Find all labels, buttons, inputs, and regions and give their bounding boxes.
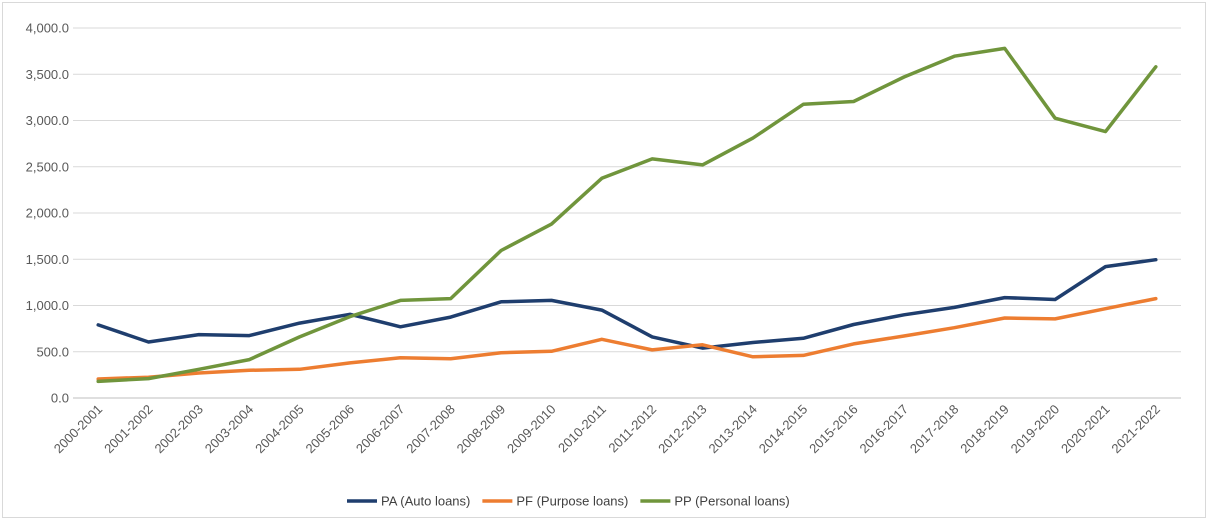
legend-item: PP (Personal loans) (640, 494, 789, 509)
x-tick-label: 2002-2003 (151, 402, 206, 457)
x-tick-label: 2003-2004 (202, 402, 257, 457)
x-tick-label: 2012-2013 (655, 402, 710, 457)
series-line-1 (98, 260, 1156, 348)
gridlines (73, 28, 1181, 398)
x-axis-tick-labels: 2000-20012001-20022002-20032003-20042004… (51, 402, 1163, 457)
x-tick-label: 2010-2011 (555, 402, 609, 456)
legend-label: PA (Auto loans) (381, 494, 470, 509)
x-tick-label: 2004-2005 (252, 402, 307, 457)
y-tick-label: 500.0 (36, 344, 69, 359)
y-tick-label: 3,000.0 (26, 113, 69, 128)
x-tick-label: 2020-2021 (1058, 402, 1113, 457)
x-tick-label: 2021-2022 (1108, 402, 1163, 457)
y-tick-label: 3,500.0 (26, 67, 69, 82)
y-axis-tick-labels: 0.0 500.0 1,000.0 1,500.0 2,000.0 2,500.0 3,00… (26, 21, 69, 406)
series-lines (98, 48, 1156, 381)
line-chart: 0.0 500.0 1,000.0 1,500.0 2,000.0 2,500.0 3,00… (3, 3, 1207, 519)
legend: PA (Auto loans) PF (Purpose loans) PP (Per… (347, 494, 790, 509)
x-tick-label: 2006-2007 (353, 402, 408, 457)
x-tick-label: 2017-2018 (907, 402, 962, 457)
x-tick-label: 2000-2001 (51, 402, 106, 457)
x-tick-label: 2005-2006 (303, 402, 358, 457)
y-tick-label: 2,000.0 (26, 206, 69, 221)
x-tick-label: 2009-2010 (504, 402, 559, 457)
y-tick-label: 1,500.0 (26, 252, 69, 267)
x-tick-label: 2007-2008 (403, 402, 458, 457)
x-tick-label: 2008-2009 (454, 402, 509, 457)
y-tick-label: 2,500.0 (26, 159, 69, 174)
x-tick-label: 2019-2020 (1008, 402, 1063, 457)
x-tick-label: 2016-2017 (857, 402, 912, 457)
y-tick-label: 0.0 (51, 391, 69, 406)
y-tick-label: 1,000.0 (26, 298, 69, 313)
x-tick-label: 2014-2015 (756, 402, 811, 457)
x-tick-label: 2011-2012 (605, 402, 659, 456)
legend-label: PF (Purpose loans) (516, 494, 628, 509)
legend-item: PF (Purpose loans) (482, 494, 628, 509)
x-tick-label: 2015-2016 (806, 402, 861, 457)
series-line-2 (98, 299, 1156, 379)
legend-label: PP (Personal loans) (674, 494, 789, 509)
y-tick-label: 4,000.0 (26, 21, 69, 36)
x-tick-label: 2018-2019 (957, 402, 1012, 457)
x-tick-label: 2001-2002 (101, 402, 156, 457)
x-tick-label: 2013-2014 (705, 402, 760, 457)
legend-item: PA (Auto loans) (347, 494, 470, 509)
series-line-3 (98, 48, 1156, 381)
